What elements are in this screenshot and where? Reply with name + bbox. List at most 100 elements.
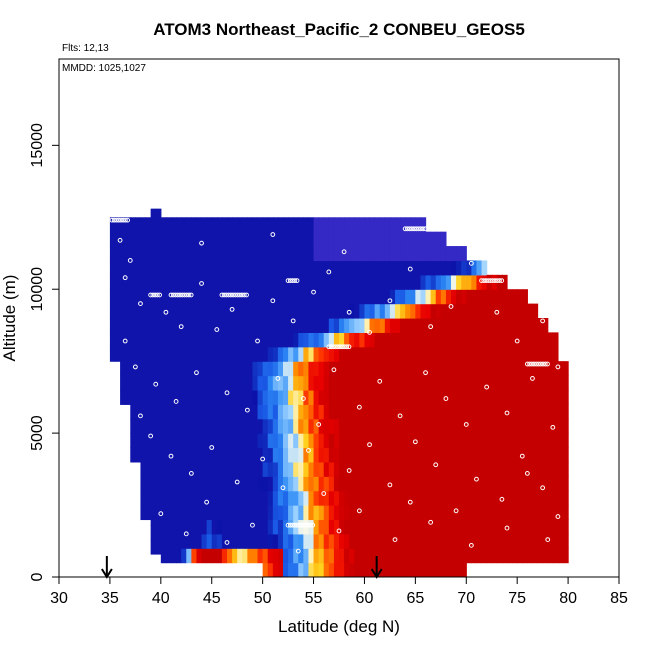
heatmap-cell — [389, 548, 396, 564]
heatmap-cell — [237, 519, 243, 535]
heatmap-cell — [400, 490, 406, 506]
chart-title: ATOM3 Northeast_Pacific_2 CONBEU_GEOS5 — [153, 20, 525, 39]
heatmap-cell — [496, 289, 503, 305]
heatmap-cell — [140, 375, 147, 391]
heatmap-cell — [328, 533, 335, 549]
heatmap-cell — [481, 332, 488, 348]
heatmap-cell — [191, 375, 198, 391]
heatmap-cell — [145, 490, 152, 506]
heatmap-cell — [318, 303, 325, 319]
heatmap-cell — [323, 217, 330, 233]
heatmap-cell — [349, 332, 355, 348]
heatmap-cell — [120, 231, 126, 247]
heatmap-cell — [400, 505, 406, 521]
heatmap-cell — [507, 519, 513, 535]
heatmap-cell — [542, 389, 549, 405]
heatmap-cell — [201, 490, 208, 506]
track-point — [529, 361, 535, 367]
heatmap-cell — [451, 433, 457, 449]
heatmap-cell — [435, 274, 442, 290]
heatmap-cell — [232, 476, 238, 492]
heatmap-cell — [328, 461, 335, 477]
heatmap-cell — [272, 231, 279, 247]
heatmap-cell — [247, 260, 254, 276]
heatmap-cell — [563, 447, 569, 463]
heatmap-cell — [216, 346, 223, 362]
heatmap-cell — [425, 533, 432, 549]
heatmap-cell — [420, 375, 427, 391]
heatmap-cell — [267, 246, 274, 262]
heatmap-cell — [435, 433, 442, 449]
heatmap-cell — [481, 533, 488, 549]
heatmap-cell — [313, 318, 320, 333]
heatmap-cell — [237, 548, 243, 564]
heatmap-cell — [186, 418, 192, 434]
heatmap-cell — [308, 404, 315, 420]
heatmap-cell — [512, 346, 518, 362]
heatmap-cell — [344, 476, 350, 492]
heatmap-cell — [196, 346, 203, 362]
heatmap-cell — [481, 548, 488, 564]
heatmap-cell — [522, 389, 528, 405]
heatmap-cell — [400, 548, 406, 564]
heatmap-cell — [328, 318, 335, 333]
heatmap-cell — [227, 361, 233, 377]
heatmap-cell — [425, 548, 432, 564]
heatmap-cell — [140, 418, 147, 434]
heatmap-cell — [155, 352, 162, 368]
sample-point — [387, 298, 393, 304]
heatmap-cell — [293, 361, 299, 377]
heatmap-cell — [155, 223, 162, 239]
heatmap-cell — [410, 476, 416, 492]
heatmap-cell — [272, 476, 279, 492]
heatmap-cell — [277, 548, 284, 564]
heatmap-cell — [176, 490, 182, 506]
heatmap-cell — [517, 346, 523, 362]
heatmap-cell — [196, 418, 203, 434]
heatmap-cell — [496, 548, 503, 564]
heatmap-cell — [333, 318, 340, 333]
heatmap-cell — [507, 318, 513, 333]
heatmap-cell — [354, 389, 360, 405]
track-point — [285, 278, 291, 283]
heatmap-cell — [206, 289, 213, 305]
heatmap-cell — [369, 303, 376, 319]
heatmap-cell — [410, 461, 416, 477]
heatmap-cell — [211, 274, 218, 290]
heatmap-cell — [216, 433, 223, 449]
heatmap-cell — [165, 274, 172, 290]
heatmap-cell — [257, 461, 264, 477]
heatmap-cell — [181, 461, 187, 477]
heatmap-cell — [491, 476, 498, 492]
heatmap-cell — [354, 533, 360, 549]
heatmap-cell — [476, 433, 483, 449]
heatmap-cell — [359, 231, 366, 247]
heatmap-cell — [272, 361, 279, 377]
heatmap-cell — [415, 332, 422, 348]
sample-point — [412, 439, 418, 445]
heatmap-cell — [486, 519, 493, 535]
heatmap-cell — [451, 447, 457, 463]
heatmap-cell — [196, 447, 203, 463]
heatmap-cell — [323, 231, 330, 247]
heatmap-cell — [410, 418, 416, 434]
heatmap-cell — [333, 361, 340, 377]
heatmap-cell — [165, 389, 172, 405]
heatmap-cell — [405, 303, 411, 319]
heatmap-cell — [430, 332, 437, 348]
heatmap-cell — [206, 404, 213, 420]
heatmap-cell — [354, 562, 360, 577]
heatmap-cell — [221, 505, 228, 521]
track-point — [179, 292, 185, 298]
heatmap-cell — [181, 519, 187, 535]
heatmap-cell — [359, 274, 366, 290]
heatmap-cell — [456, 562, 462, 577]
heatmap-cell — [211, 389, 218, 405]
heatmap-cell — [471, 375, 478, 391]
heatmap-cell — [176, 217, 182, 233]
heatmap-cell — [445, 505, 452, 521]
track-point — [148, 292, 154, 298]
heatmap-cell — [135, 389, 142, 405]
heatmap-cell — [186, 490, 192, 506]
heatmap-cell — [283, 461, 289, 477]
